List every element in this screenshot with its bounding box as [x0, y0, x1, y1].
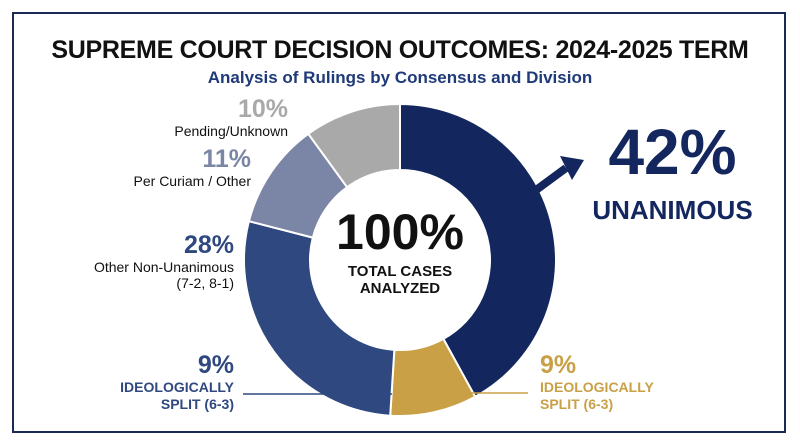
- donut-slice-4: [306, 102, 401, 189]
- center-caption-line2: ANALYZED: [359, 280, 441, 297]
- split-navy-pct: 9%: [197, 351, 234, 379]
- center-caption-line1: TOTAL CASES: [347, 263, 453, 280]
- per-curiam-pct: 11%: [202, 145, 251, 173]
- other-pct: 28%: [183, 231, 234, 259]
- unanimous-arrow-head: [560, 156, 584, 180]
- pending-pct: 10%: [237, 95, 288, 123]
- pending-label: 10% Pending/Unknown: [174, 95, 288, 140]
- donut-slice-2: [243, 219, 396, 417]
- unanimous-pct: 42%: [608, 116, 737, 188]
- chart-title: SUPREME COURT DECISION OUTCOMES: 2024-20…: [51, 36, 749, 64]
- split-navy-label: 9% IDEOLOGICALLY SPLIT (6-3): [120, 352, 234, 413]
- other-desc-line1: Other Non-Unanimous: [93, 259, 234, 275]
- split-gold-label: 9% IDEOLOGICALLY SPLIT (6-3): [540, 352, 654, 413]
- per-curiam-label: 11% Per Curiam / Other: [133, 145, 251, 190]
- per-curiam-desc: Per Curiam / Other: [133, 173, 251, 189]
- pending-desc: Pending/Unknown: [174, 123, 288, 139]
- split-navy-line1: IDEOLOGICALLY: [120, 379, 234, 395]
- center-caption: TOTAL CASES ANALYZED: [300, 263, 500, 297]
- other-label: 28% Other Non-Unanimous (7-2, 8-1): [93, 231, 234, 292]
- unanimous-label: UNANIMOUS: [592, 195, 753, 225]
- center-total-value: 100%: [300, 206, 500, 258]
- other-desc-line2: (7-2, 8-1): [176, 275, 234, 291]
- center-value-text: 100%: [336, 204, 464, 260]
- split-gold-line1: IDEOLOGICALLY: [540, 379, 654, 395]
- split-gold-line2: SPLIT (6-3): [540, 396, 614, 412]
- donut-slice-0: [399, 102, 557, 399]
- unanimous-arrow: [529, 164, 569, 197]
- chart-subtitle: Analysis of Rulings by Consensus and Div…: [207, 68, 593, 87]
- chart-frame: [12, 12, 786, 433]
- split-navy-line2: SPLIT (6-3): [160, 396, 234, 412]
- split-gold-pct: 9%: [540, 351, 577, 379]
